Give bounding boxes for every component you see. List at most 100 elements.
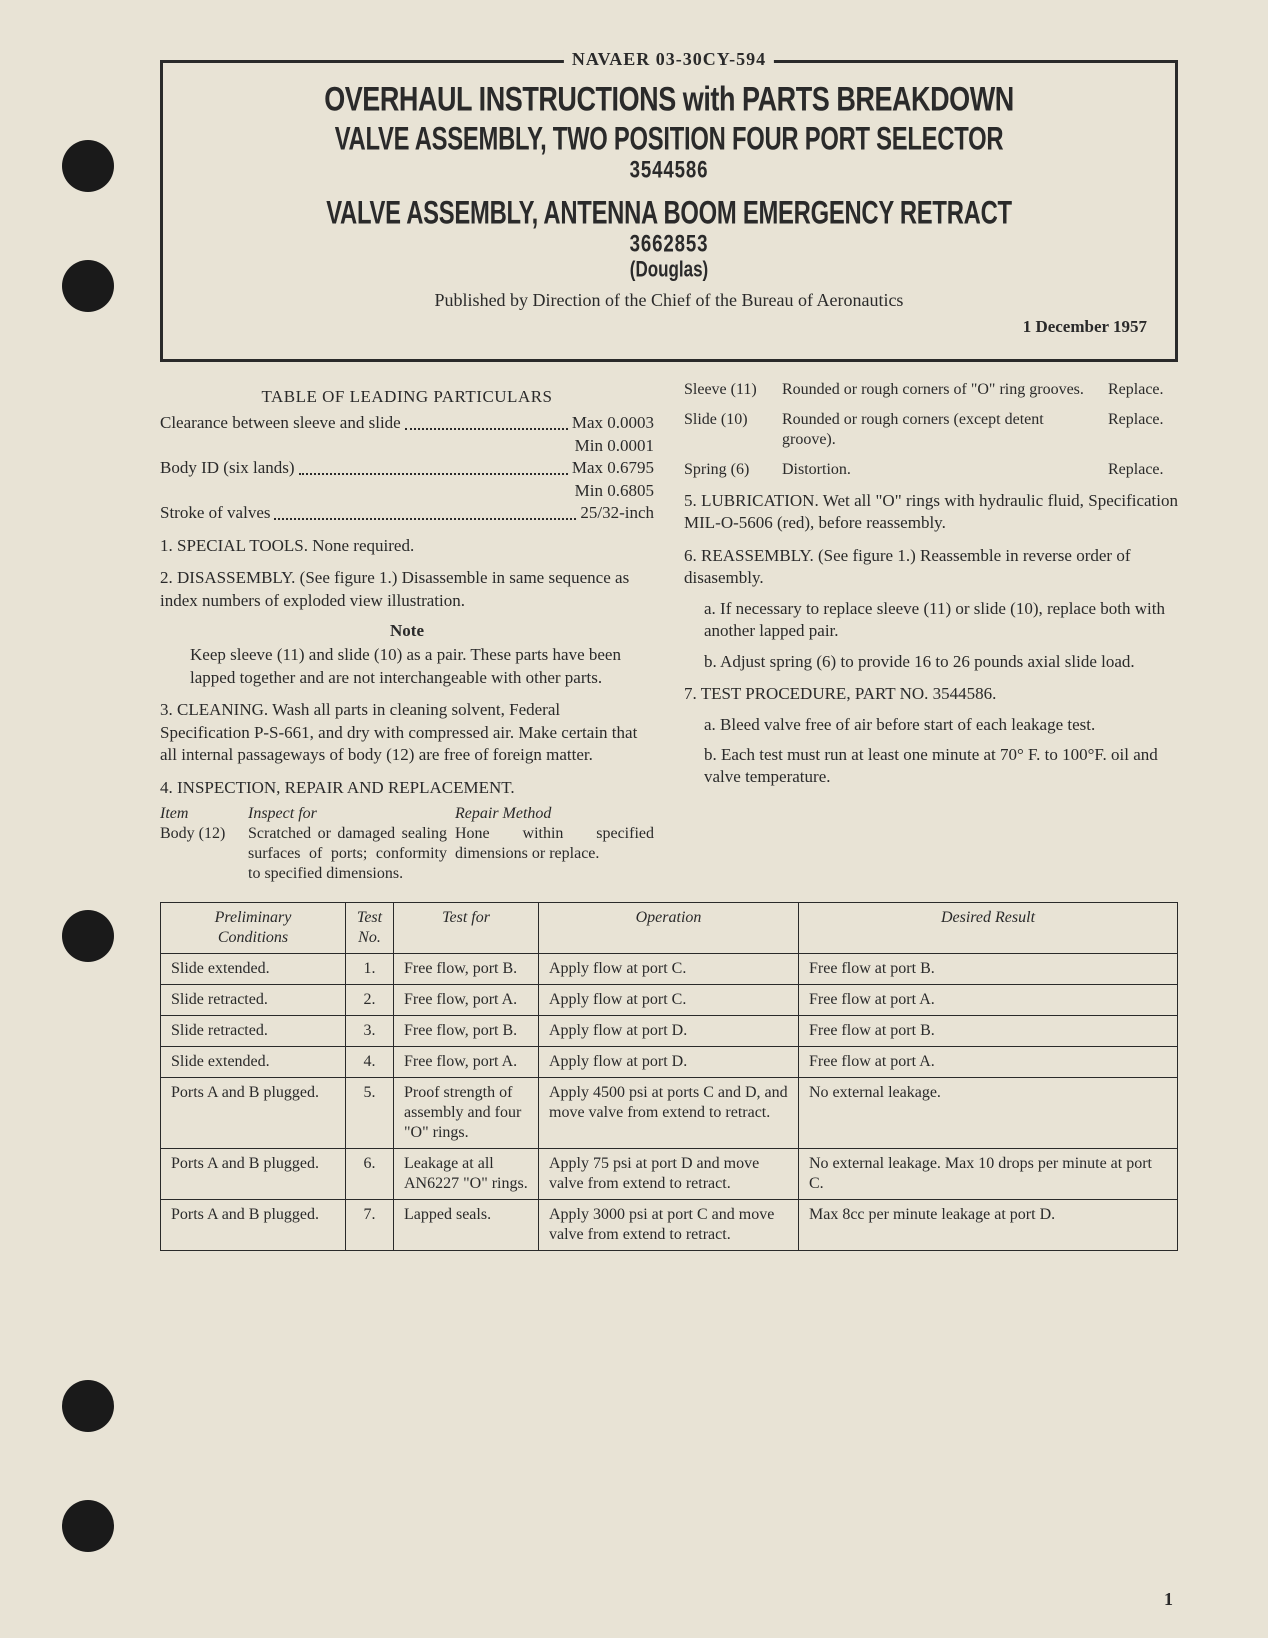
page-number: 1 [1164,1589,1173,1610]
table-cell: Free flow, port A. [394,1047,539,1078]
leading-value: Min 0.6805 [575,480,654,502]
section-2: 2. DISASSEMBLY. (See figure 1.) Disassem… [160,567,654,612]
title-sub-1: VALVE ASSEMBLY, TWO POSITION FOUR PORT S… [263,121,1076,158]
table-cell: Max 8cc per minute leakage at port D. [799,1200,1178,1251]
punch-hole-icon [62,910,114,962]
test-table-body: Slide extended.1.Free flow, port B.Apply… [161,954,1178,1251]
table-cell: Free flow at port A. [799,985,1178,1016]
insp-inspect: Scratched or damaged sealing surfaces of… [248,824,447,884]
leading-particulars-heading: TABLE OF LEADING PARTICULARS [160,386,654,408]
leading-value: Max 0.6795 [572,457,654,479]
th-test-no: TestNo. [346,903,394,954]
table-row: Slide extended.4.Free flow, port A.Apply… [161,1047,1178,1078]
body-columns: TABLE OF LEADING PARTICULARS Clearance b… [160,380,1178,884]
leading-value: Max 0.0003 [572,412,654,434]
table-row: Ports A and B plugged.6.Leakage at all A… [161,1149,1178,1200]
title-sub-2: VALVE ASSEMBLY, ANTENNA BOOM EMERGENCY R… [263,195,1076,232]
table-cell: Slide retracted. [161,1016,346,1047]
table-row: Slide retracted.3.Free flow, port B.Appl… [161,1016,1178,1047]
section-3: 3. CLEANING. Wash all parts in cleaning … [160,699,654,766]
table-cell: Lapped seals. [394,1200,539,1251]
part-number-1: 3544586 [263,156,1076,185]
table-cell: 7. [346,1200,394,1251]
insp-header-item: Item [160,803,240,824]
table-cell: Proof strength of assembly and four "O" … [394,1078,539,1149]
insp-repair: Replace. [1108,380,1178,400]
leader-dots-icon [405,412,568,429]
insp-header-inspect: Inspect for [248,803,447,824]
th-operation: Operation [539,903,799,954]
publish-date: 1 December 1957 [191,317,1147,337]
title-main-text: OVERHAUL INSTRUCTIONS with PARTS BREAKDO… [324,80,1014,118]
note-body: Keep sleeve (11) and slide (10) as a pai… [190,644,624,689]
leading-label: Clearance between sleeve and slide [160,412,401,434]
title-main: OVERHAUL INSTRUCTIONS with PARTS BREAKDO… [239,80,1099,119]
right-column: Sleeve (11) Rounded or rough corners of … [684,380,1178,884]
punch-hole-icon [62,260,114,312]
table-row: Ports A and B plugged.5.Proof strength o… [161,1078,1178,1149]
table-cell: Ports A and B plugged. [161,1200,346,1251]
insp-inspect: Distortion. [782,460,1100,480]
leader-dots-icon [299,457,568,474]
insp-inspect: Rounded or rough corners (except detent … [782,410,1100,450]
leading-row: Min 0.0001 [160,435,654,457]
th-result: Desired Result [799,903,1178,954]
th-test-for: Test for [394,903,539,954]
leading-label: Stroke of valves [160,502,270,524]
leading-label: Body ID (six lands) [160,457,295,479]
table-cell: Ports A and B plugged. [161,1149,346,1200]
table-cell: Apply 3000 psi at port C and move valve … [539,1200,799,1251]
page: NAVAER 03-30CY-594 OVERHAUL INSTRUCTIONS… [0,0,1268,1638]
table-row: Slide retracted.2.Free flow, port A.Appl… [161,985,1178,1016]
th-conditions: PreliminaryConditions [161,903,346,954]
table-cell: Free flow at port A. [799,1047,1178,1078]
inspection-grid: Item Inspect for Repair Method Body (12)… [160,803,654,884]
table-cell: Slide retracted. [161,985,346,1016]
insp-item: Sleeve (11) [684,380,774,400]
table-cell: 6. [346,1149,394,1200]
section-6a: a. If necessary to replace sleeve (11) o… [704,598,1178,643]
table-cell: Slide extended. [161,1047,346,1078]
section-7b: b. Each test must run at least one minut… [704,744,1178,789]
section-1: 1. SPECIAL TOOLS. None required. [160,535,654,557]
table-cell: No external leakage. Max 10 drops per mi… [799,1149,1178,1200]
left-column: TABLE OF LEADING PARTICULARS Clearance b… [160,380,654,884]
table-cell: Free flow, port B. [394,1016,539,1047]
table-header-row: PreliminaryConditions TestNo. Test for O… [161,903,1178,954]
leading-row: Stroke of valves 25/32-inch [160,502,654,524]
table-cell: 5. [346,1078,394,1149]
section-6: 6. REASSEMBLY. (See figure 1.) Reassembl… [684,545,1178,590]
table-row: Ports A and B plugged.7.Lapped seals.App… [161,1200,1178,1251]
manufacturer: (Douglas) [263,258,1076,283]
insp-item: Spring (6) [684,460,774,480]
table-cell: Apply flow at port D. [539,1016,799,1047]
table-cell: Free flow, port A. [394,985,539,1016]
section-6b: b. Adjust spring (6) to provide 16 to 26… [704,651,1178,673]
leading-row: Clearance between sleeve and slide Max 0… [160,412,654,434]
insp-inspect: Rounded or rough corners of "O" ring gro… [782,380,1100,400]
doc-number: NAVAER 03-30CY-594 [564,49,774,70]
insp-repair: Replace. [1108,460,1178,480]
table-cell: 3. [346,1016,394,1047]
table-cell: Leakage at all AN6227 "O" rings. [394,1149,539,1200]
right-inspection-grid: Sleeve (11) Rounded or rough corners of … [684,380,1178,480]
insp-repair: Replace. [1108,410,1178,450]
punch-hole-icon [62,1500,114,1552]
table-cell: 1. [346,954,394,985]
punch-hole-icon [62,140,114,192]
table-cell: Apply flow at port C. [539,985,799,1016]
note-heading: Note [160,620,654,642]
table-cell: 4. [346,1047,394,1078]
table-cell: Free flow at port B. [799,954,1178,985]
insp-header-repair: Repair Method [455,803,654,824]
published-by: Published by Direction of the Chief of t… [191,290,1147,311]
section-7a: a. Bleed valve free of air before start … [704,714,1178,736]
table-cell: No external leakage. [799,1078,1178,1149]
leading-value: Min 0.0001 [575,435,654,457]
table-cell: Apply flow at port C. [539,954,799,985]
punch-hole-icon [62,1380,114,1432]
leading-row: Body ID (six lands) Max 0.6795 [160,457,654,479]
table-cell: Apply 4500 psi at ports C and D, and mov… [539,1078,799,1149]
test-procedure-table: PreliminaryConditions TestNo. Test for O… [160,902,1178,1251]
section-7: 7. TEST PROCEDURE, PART NO. 3544586. [684,683,1178,705]
